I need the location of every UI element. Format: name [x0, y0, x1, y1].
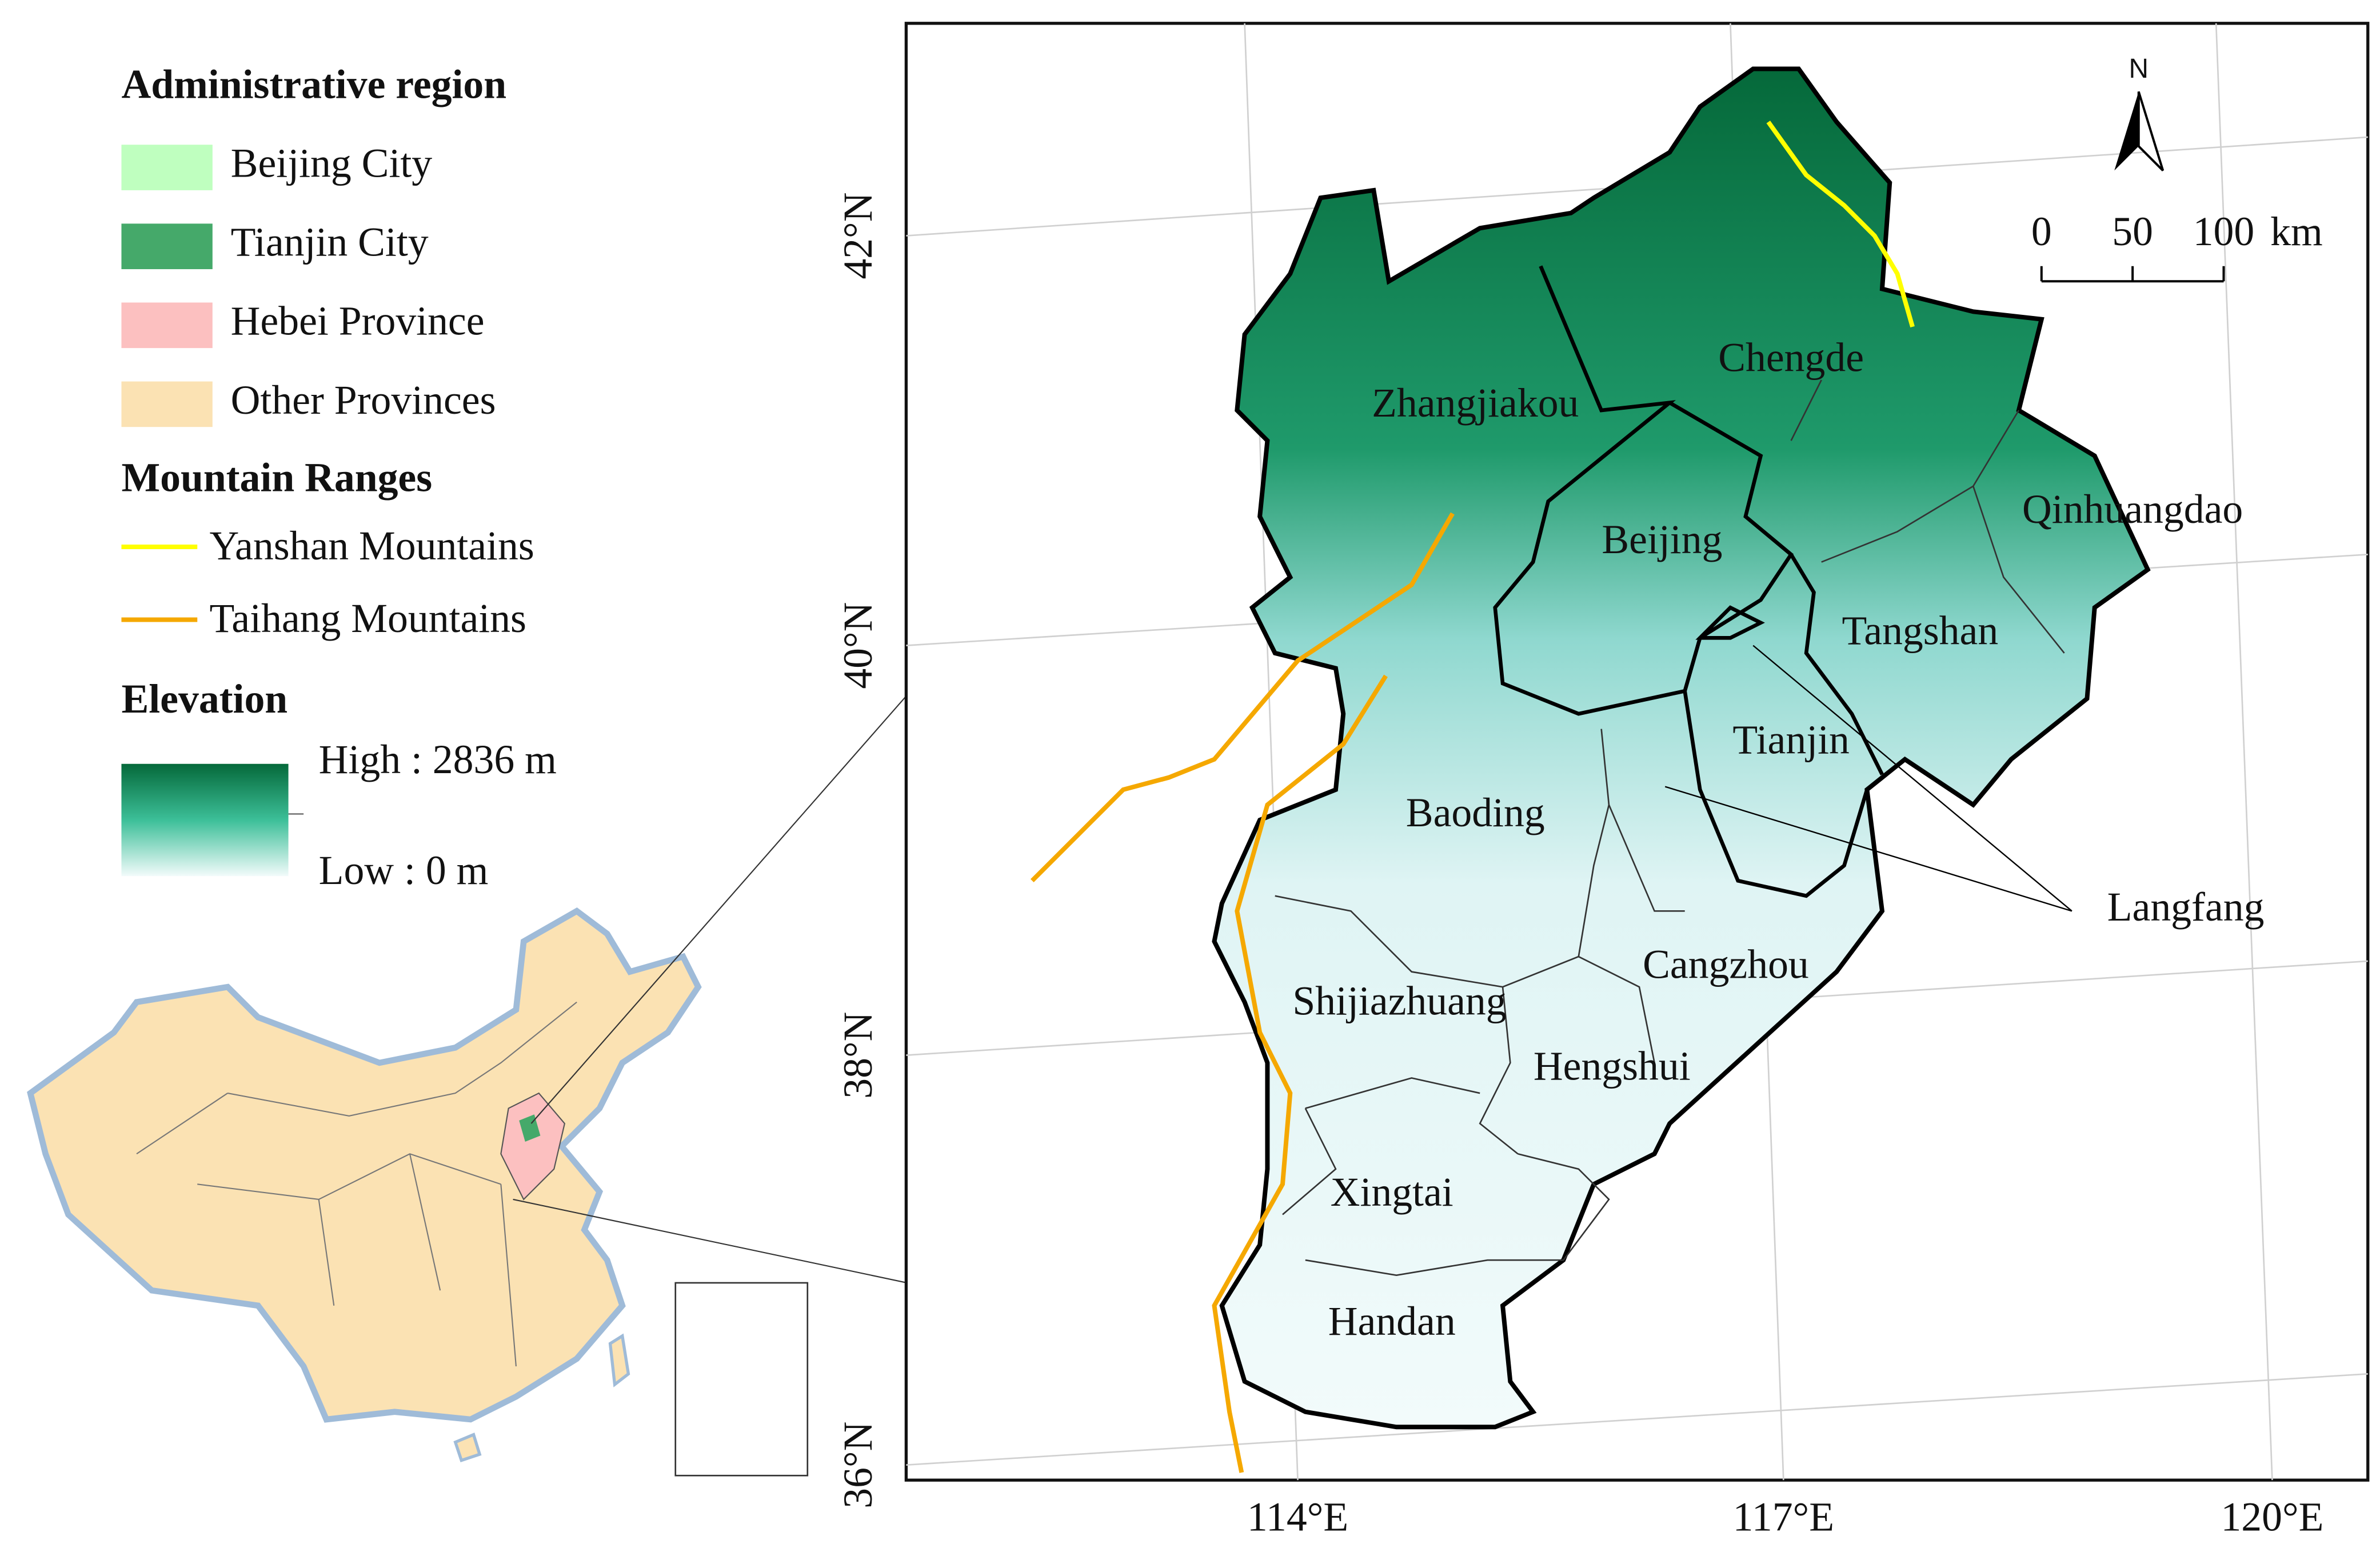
- swatch: [121, 223, 213, 270]
- china-outline: [27, 907, 702, 1423]
- elevation-high: High : 2836 m: [319, 737, 557, 782]
- swatch: [121, 302, 213, 349]
- island: [453, 1432, 482, 1463]
- city-label: Cangzhou: [1643, 942, 1809, 987]
- city-label: Tianjin: [1732, 717, 1850, 763]
- taihang-line: [1030, 512, 1455, 883]
- legend-item: Taihang Mountains: [209, 595, 526, 641]
- scale-label: km: [2270, 209, 2323, 254]
- legend-item: Tianjin City: [231, 219, 429, 265]
- beijing-tianjin-inset: [519, 1114, 541, 1142]
- city-label: Qinhuangdao: [2022, 486, 2243, 532]
- elevation-ramp: [121, 763, 289, 877]
- island: [608, 1333, 630, 1387]
- lat-label: 42°N: [835, 193, 881, 279]
- lat-label: 40°N: [835, 602, 881, 689]
- province-border: [136, 1093, 517, 1367]
- legend-item: Other Provinces: [231, 377, 496, 423]
- province-border: [227, 1001, 577, 1117]
- swatch: [121, 381, 213, 427]
- scale-label: 50: [2112, 209, 2153, 254]
- scale-bar: [2040, 266, 2225, 283]
- lat-label: 36°N: [835, 1422, 881, 1509]
- yanshan-line: [1766, 121, 1915, 328]
- county-boundary: [1275, 379, 2065, 1277]
- city-boundary-thick: [1493, 265, 1884, 898]
- taihang-line: [1212, 674, 1388, 1473]
- elevation-low: Low : 0 m: [319, 847, 489, 893]
- city-label: Beijing: [1602, 517, 1722, 562]
- lon-label: 114°E: [1247, 1494, 1348, 1539]
- lat-label: 38°N: [835, 1012, 881, 1099]
- city-label: Chengde: [1718, 334, 1864, 380]
- city-label: Hengshui: [1534, 1043, 1691, 1089]
- north-arrow: [2137, 91, 2165, 171]
- south-sea-inset: [674, 1282, 809, 1477]
- city-label: Baoding: [1406, 790, 1545, 835]
- hebei-inset: [500, 1092, 566, 1201]
- legend-item: Yanshan Mountains: [209, 523, 534, 569]
- city-label: Tangshan: [1842, 607, 1998, 653]
- legend-title: Mountain Ranges: [121, 454, 432, 500]
- lon-label: 120°E: [2221, 1494, 2323, 1539]
- city-label: Zhangjiakou: [1372, 380, 1579, 426]
- legend-item: Beijing City: [231, 141, 433, 186]
- city-label: Shijiazhuang: [1292, 978, 1506, 1023]
- city-label: Langfang: [2107, 884, 2265, 930]
- scale-label: 0: [2031, 209, 2052, 254]
- scale-label: 100: [2193, 209, 2255, 254]
- legend-item: Hebei Province: [231, 298, 485, 344]
- city-label: Xingtai: [1331, 1169, 1453, 1215]
- lon-label: 117°E: [1733, 1494, 1834, 1539]
- north-label: N: [2129, 54, 2149, 84]
- city-label: Handan: [1328, 1298, 1456, 1344]
- leader-line: [1752, 645, 2072, 912]
- swatch: [121, 145, 213, 190]
- leader-line: [1664, 786, 2072, 912]
- legend-title: Elevation: [121, 676, 287, 722]
- legend-title: Administrative region: [121, 61, 506, 107]
